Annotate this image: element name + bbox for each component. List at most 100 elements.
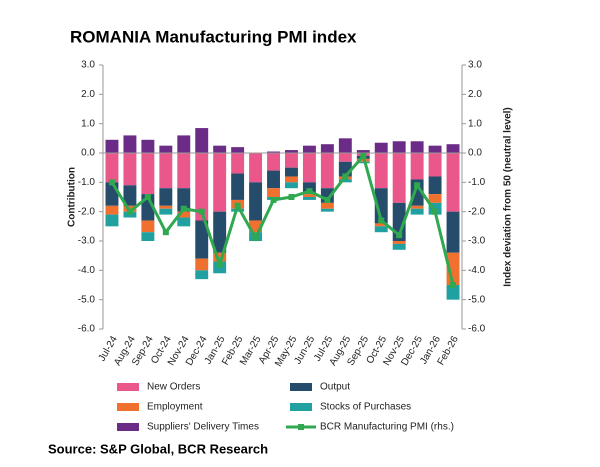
y2-tick-label: -6.0 bbox=[468, 324, 486, 335]
bar-segment bbox=[374, 226, 388, 233]
y2-tick-label: 1.0 bbox=[468, 118, 482, 129]
legend-label: New Orders bbox=[147, 382, 200, 393]
bar-segment bbox=[249, 220, 263, 233]
line-marker bbox=[252, 235, 259, 242]
bar-segment bbox=[374, 153, 388, 189]
bar-segment bbox=[267, 153, 280, 171]
bar-segment bbox=[410, 205, 424, 209]
bar-segment bbox=[177, 135, 191, 153]
line-marker bbox=[306, 188, 313, 195]
bar-segment bbox=[302, 194, 316, 197]
y-tick-label: -3.0 bbox=[78, 236, 96, 247]
bar-segment bbox=[374, 188, 388, 224]
bar-segment bbox=[195, 128, 209, 153]
bar-segment bbox=[141, 153, 155, 195]
y-tick-label: -6.0 bbox=[78, 324, 96, 335]
legend-swatch bbox=[290, 383, 312, 391]
bar-segment bbox=[446, 211, 460, 253]
legend-label: BCR Manufacturing PMI (rhs.) bbox=[320, 422, 454, 433]
y-tick-label: 3.0 bbox=[81, 60, 95, 71]
bar-segment bbox=[338, 179, 352, 183]
bar-segment bbox=[392, 141, 406, 153]
bar-segment bbox=[428, 153, 442, 177]
line-marker bbox=[414, 182, 421, 189]
bar-segment bbox=[123, 185, 137, 206]
legend-label: Stocks of Purchases bbox=[320, 402, 411, 413]
bar-segment bbox=[446, 285, 460, 300]
bar-segment bbox=[249, 182, 263, 221]
bar-segment bbox=[177, 211, 191, 218]
bar-segment bbox=[285, 153, 298, 168]
y2-tick-label: 3.0 bbox=[468, 60, 482, 71]
bar-segment bbox=[374, 223, 388, 227]
y-tick-label: -1.0 bbox=[78, 177, 96, 188]
legend-label: Output bbox=[320, 382, 350, 393]
legend-swatch bbox=[117, 423, 139, 431]
bar-segment bbox=[105, 153, 119, 183]
line-marker bbox=[270, 196, 277, 203]
y-tick-label: -2.0 bbox=[78, 206, 96, 217]
bar-segment bbox=[231, 173, 245, 200]
bar-segment bbox=[213, 153, 227, 212]
bar-segment bbox=[213, 252, 227, 262]
bar-segment bbox=[320, 202, 334, 209]
bar-segment bbox=[231, 153, 245, 174]
bar-segment bbox=[141, 220, 155, 233]
bar-segment bbox=[159, 153, 173, 189]
bar-segment bbox=[285, 182, 298, 189]
line-marker bbox=[144, 194, 151, 200]
bar-segment bbox=[320, 153, 334, 189]
legend-swatch bbox=[117, 403, 139, 411]
bar-segment bbox=[267, 188, 280, 197]
bar-segment bbox=[338, 153, 352, 162]
bar-segment bbox=[105, 139, 119, 153]
bar-segment bbox=[195, 258, 209, 271]
bar-segment bbox=[392, 243, 406, 250]
bar-segment bbox=[320, 144, 334, 153]
legend-label: Employment bbox=[147, 402, 203, 413]
line-marker bbox=[360, 152, 367, 159]
bar-segment bbox=[159, 188, 173, 206]
y2-tick-label: -5.0 bbox=[468, 294, 486, 305]
line-marker bbox=[216, 261, 223, 268]
bar-segment bbox=[428, 176, 442, 195]
bar-segment bbox=[195, 220, 209, 259]
bar-segment bbox=[195, 270, 209, 280]
bar-segment bbox=[159, 145, 173, 153]
y2-tick-label: -4.0 bbox=[468, 265, 486, 276]
bar-segment bbox=[446, 144, 460, 153]
bar-segment bbox=[392, 153, 406, 203]
y-axis-title: Contribution bbox=[67, 167, 78, 227]
bar-segment bbox=[302, 197, 316, 200]
line-marker bbox=[342, 173, 349, 180]
bar-segment bbox=[410, 153, 424, 180]
legend-swatch bbox=[298, 424, 304, 430]
y-tick-label: -4.0 bbox=[78, 265, 96, 276]
bar-segment bbox=[285, 150, 298, 153]
bar-segment bbox=[177, 188, 191, 212]
bar-segment bbox=[141, 232, 155, 241]
y2-tick-label: -2.0 bbox=[468, 206, 486, 217]
bar-segment bbox=[105, 182, 119, 206]
bar-segment bbox=[428, 194, 442, 203]
bar-segment bbox=[249, 153, 263, 183]
bar-segment bbox=[374, 142, 388, 153]
y-tick-label: 2.0 bbox=[81, 89, 95, 100]
bar-segment bbox=[177, 217, 191, 227]
bar-segment bbox=[195, 153, 209, 221]
source: Source: S&P Global, BCR Research bbox=[48, 441, 268, 456]
y2-tick-label: -1.0 bbox=[468, 177, 486, 188]
y2-tick-label: 2.0 bbox=[468, 89, 482, 100]
bar-segment bbox=[141, 139, 155, 153]
line-marker bbox=[108, 179, 115, 186]
bar-segment bbox=[105, 214, 119, 227]
bar-segment bbox=[446, 153, 460, 212]
legend-swatch bbox=[117, 383, 139, 391]
line-marker bbox=[324, 196, 331, 203]
line-marker bbox=[180, 205, 187, 212]
bar-segment bbox=[356, 161, 370, 164]
bar-segment bbox=[159, 205, 173, 209]
bar-segment bbox=[213, 145, 227, 153]
bar-segment bbox=[159, 208, 173, 215]
